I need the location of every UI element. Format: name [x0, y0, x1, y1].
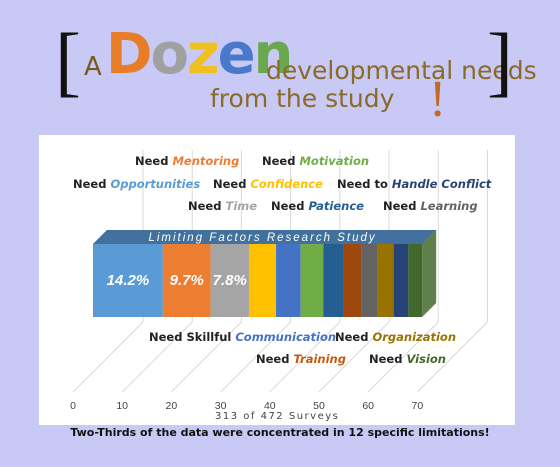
label-prefix: Need	[256, 352, 294, 366]
label-word: Patience	[308, 199, 364, 213]
data-label: 14.2%	[107, 272, 150, 289]
label-prefix: Need to	[337, 177, 392, 191]
label-prefix: Need	[135, 154, 173, 168]
title-dozen: Dozen	[106, 22, 294, 87]
bar-segment	[343, 244, 362, 317]
gridline-floor	[171, 321, 242, 393]
label-word: Vision	[406, 352, 446, 366]
label-word: Training	[293, 352, 346, 366]
dozen-letter: D	[106, 22, 153, 87]
label-prefix: Need	[188, 199, 226, 213]
category-label: Need Motivation	[262, 154, 369, 168]
title-a: A	[84, 52, 102, 82]
label-word: Time	[225, 199, 258, 213]
label-word: Confidence	[250, 177, 323, 191]
left-bracket: [	[55, 17, 81, 104]
dozen-letter: o	[150, 22, 189, 87]
gridline-floor	[367, 321, 439, 393]
title-line1: developmental needs	[266, 56, 537, 85]
category-label: Need Patience	[271, 199, 364, 213]
gridline-floor	[220, 321, 291, 393]
label-prefix: Need	[369, 352, 407, 366]
label-prefix: Need	[262, 154, 300, 168]
x-tick-label: 10	[116, 400, 128, 412]
x-tick-label: 0	[70, 400, 76, 412]
label-word: Communication	[235, 330, 337, 344]
label-word: Organization	[372, 330, 457, 344]
title-line2: from the study	[210, 84, 395, 113]
category-label: Need Learning	[383, 199, 478, 213]
title-exclamation: !	[429, 71, 447, 128]
bar-segment	[393, 244, 409, 317]
category-label: Need Vision	[369, 352, 446, 366]
bar-segment	[408, 244, 423, 317]
bar-segment	[210, 244, 249, 317]
data-label: 9.7%	[170, 272, 204, 289]
dozen-letter: e	[217, 22, 256, 87]
bar-segment	[248, 244, 277, 317]
label-prefix: Need	[383, 199, 421, 213]
label-prefix: Need	[335, 330, 373, 344]
data-label: 7.8%	[213, 272, 247, 289]
dozen-letter: n	[253, 22, 294, 87]
category-label: Need Mentoring	[135, 154, 239, 168]
bar-segment	[276, 244, 301, 317]
category-label: Need Organization	[335, 330, 456, 344]
title-area: [ A Dozen developmental needs from the s…	[0, 0, 560, 135]
gridline-floor	[318, 321, 390, 393]
bar-side	[422, 230, 437, 317]
dozen-letter: z	[186, 22, 220, 87]
bar-segment	[377, 244, 394, 317]
bar-segment	[162, 244, 211, 317]
chart-title: Limiting Factors Research Study	[148, 232, 376, 244]
x-tick-label: 70	[412, 400, 424, 412]
x-tick-label: 40	[264, 400, 276, 412]
x-tick-label: 30	[215, 400, 227, 412]
bar-segment	[323, 244, 344, 317]
bar-segment	[300, 244, 324, 317]
x-axis-label: 313 of 472 Surveys	[215, 411, 340, 422]
bar-segment	[93, 244, 163, 317]
x-tick-label: 20	[166, 400, 178, 412]
label-prefix: Need	[213, 177, 251, 191]
label-prefix: Need Skillful	[149, 330, 236, 344]
category-label: Need to Handle Conflict	[337, 177, 491, 191]
category-label: Need Time	[188, 199, 257, 213]
label-word: Motivation	[299, 154, 370, 168]
chart-title-band	[93, 230, 437, 244]
x-tick-label: 50	[313, 400, 325, 412]
category-label: Need Confidence	[213, 177, 323, 191]
label-prefix: Need	[271, 199, 309, 213]
category-label: Need Skillful Communication	[149, 330, 336, 344]
gridline-floor	[72, 321, 144, 393]
label-prefix: Need	[73, 177, 111, 191]
footer-note: Two-Thirds of the data were concentrated…	[70, 426, 490, 439]
x-tick-label: 60	[362, 400, 374, 412]
label-word: Learning	[420, 199, 478, 213]
gridline-floor	[417, 321, 488, 393]
gridline-floor	[269, 321, 341, 393]
category-label: Need Training	[256, 352, 346, 366]
category-label: Need Opportunities	[73, 177, 200, 191]
label-word: Mentoring	[172, 154, 240, 168]
right-bracket: ]	[487, 17, 513, 104]
label-word: Handle Conflict	[391, 177, 492, 191]
bar-segment	[361, 244, 378, 317]
label-word: Opportunities	[110, 177, 201, 191]
gridline-floor	[121, 321, 193, 393]
